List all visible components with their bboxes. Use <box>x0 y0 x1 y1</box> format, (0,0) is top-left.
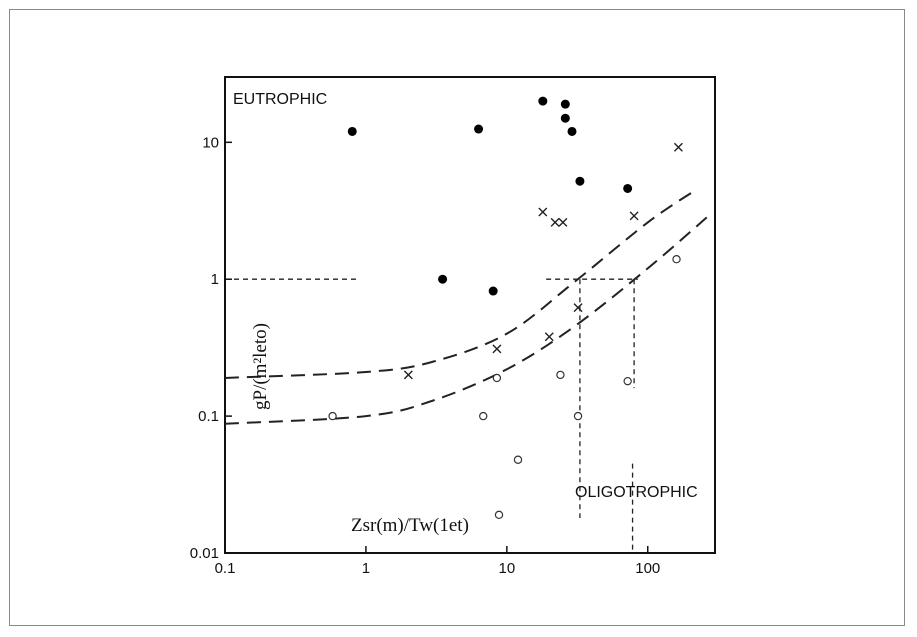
y-tick-label: 1 <box>211 271 219 288</box>
filled-circle-point <box>560 99 570 109</box>
figure-frame <box>9 9 905 626</box>
open-circle-point <box>556 370 565 380</box>
x-mark-point <box>550 217 560 227</box>
open-circle-point <box>494 510 504 520</box>
open-circle-point <box>479 411 488 421</box>
filled-circle-point <box>560 113 570 123</box>
x-mark-point <box>673 142 683 152</box>
filled-circle-point <box>488 286 498 296</box>
x-mark-point <box>403 370 413 380</box>
filled-circle-point <box>538 96 548 106</box>
x-axis-label: Zsr(m)/Tw(1et) <box>351 515 469 536</box>
y-tick-label: 10 <box>202 134 219 151</box>
x-mark-point <box>538 207 548 217</box>
x-tick-label: 10 <box>498 560 515 577</box>
x-axis-ticks: 0.1 1 10 100 <box>215 546 660 577</box>
x-tick-label: 100 <box>635 560 660 577</box>
filled-circle-point <box>575 176 585 186</box>
open-circle-point <box>328 411 337 421</box>
data-points <box>328 96 683 520</box>
x-mark-point <box>573 303 583 313</box>
boundary-curve-2 <box>224 213 712 425</box>
x-mark-point <box>544 332 554 342</box>
x-tick-label: 0.1 <box>215 560 236 577</box>
y-axis-ticks: 0.01 0.1 1 10 <box>190 134 232 562</box>
plot-border <box>224 76 716 554</box>
open-circle-point <box>492 373 502 383</box>
y-tick-label: 0.01 <box>190 545 219 562</box>
y-axis-label: gP/(m²leto) <box>250 323 271 410</box>
eutrophic-label: EUTROPHIC <box>233 91 327 108</box>
open-circle-point <box>672 255 681 264</box>
filled-circle-point <box>347 126 357 136</box>
y-tick-label: 0.1 <box>198 408 219 425</box>
x-tick-label: 1 <box>362 560 370 577</box>
x-mark-point <box>558 217 568 227</box>
filled-circle-point <box>438 274 448 284</box>
x-mark-point <box>629 211 639 221</box>
open-circle-point <box>513 455 523 464</box>
oligotrophic-label: OLIGOTROPHIC <box>575 484 698 501</box>
boundary-curves <box>224 188 712 425</box>
reference-lines <box>225 278 638 553</box>
open-circle-point <box>623 376 632 386</box>
filled-circle-point <box>567 126 577 136</box>
filled-circle-point <box>474 124 484 134</box>
boundary-curve-1 <box>224 188 697 379</box>
open-circle-point <box>573 411 583 421</box>
filled-circle-point <box>623 183 633 193</box>
x-mark-point <box>492 344 502 354</box>
plot-area <box>224 76 716 554</box>
